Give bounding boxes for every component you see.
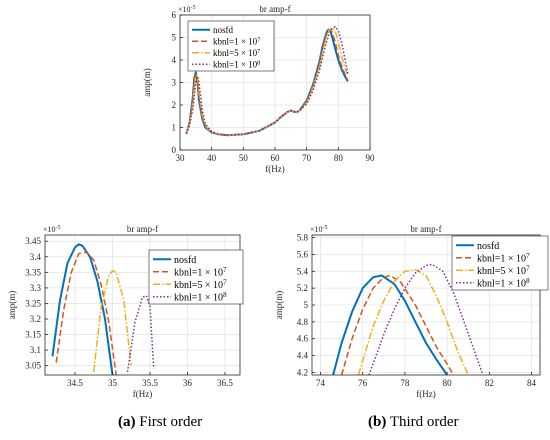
x-tick-label: 82 (485, 378, 494, 388)
y-tick-label: 3.1 (30, 345, 41, 355)
legend-label-3: kbnl=1 × 108 (477, 277, 530, 290)
series-line-1 (340, 274, 455, 375)
x-tick-label: 40 (207, 153, 217, 163)
caption-b-text: Third order (389, 414, 459, 430)
x-tick-label: 80 (334, 153, 344, 163)
x-tick-label: 35 (108, 378, 118, 388)
y-tick-label: 4.2 (297, 367, 308, 377)
caption-a-tag: (a) (118, 414, 136, 430)
legend-label-3: kbnl=1 × 108 (213, 59, 260, 69)
series-line-3 (185, 25, 349, 136)
y-tick-label: 3.15 (25, 330, 41, 340)
x-tick-label: 78 (400, 378, 410, 388)
caption-b-tag: (b) (368, 414, 387, 430)
caption-first-order: (a) First order (118, 414, 202, 431)
series-line-0 (51, 243, 114, 375)
y-tick-label: 3.45 (25, 236, 41, 246)
y-tick-label: 4.6 (297, 334, 309, 344)
y-tick-label: 5.4 (297, 266, 309, 276)
legend-label-2: kbnl=5 × 107 (213, 48, 260, 58)
y-tick-label: 6 (172, 10, 177, 20)
x-tick-label: 34.5 (67, 378, 83, 388)
x-tick-label: 84 (527, 378, 537, 388)
series-line-3 (126, 294, 155, 373)
x-axis-label: f(Hz) (133, 389, 153, 399)
legend-box (187, 20, 275, 72)
axes-box (44, 234, 241, 376)
y-tick-label: 4.8 (297, 317, 309, 327)
y-tick-label: 3.35 (25, 267, 41, 277)
chart-top: 30 40 50 60 70 80 90 0 1 2 3 4 5 6×10-5 br amp-f f(Hz) a… (142, 4, 375, 174)
y-tick-label: 0 (172, 145, 177, 155)
chart-title: br amp-f (259, 4, 290, 14)
chart-title: br amp-f (127, 224, 158, 234)
series-group (332, 263, 484, 375)
x-tick-label: 36.5 (217, 378, 233, 388)
caption-third-order: (b) Third order (368, 414, 459, 431)
y-tick-label: 3 (172, 78, 177, 88)
y-axis-label: amp(m) (7, 291, 17, 320)
legend-label-3: kbnl=1 × 108 (174, 291, 227, 304)
x-axis-label: f(Hz) (416, 389, 436, 399)
series-line-2 (357, 268, 469, 375)
y-tick-label: 4 (172, 55, 177, 65)
y-tick-label: 3.25 (25, 298, 41, 308)
series-group (185, 25, 349, 137)
legend-label-2: kbnl=5 × 107 (477, 264, 530, 277)
y-axis-label: amp(m) (274, 291, 284, 320)
y-exponent-label: ×10-5 (43, 225, 61, 234)
y-tick-label: 5.8 (297, 233, 309, 243)
y-tick-label: 3.05 (25, 361, 41, 371)
x-tick-label: 36 (183, 378, 193, 388)
x-tick-label: 80 (443, 378, 453, 388)
chart-first: 34.5 35 35.5 36 36.5 3.05 3.1 3.15 3.2 3.25 3.3 3.3… (7, 224, 244, 399)
y-exponent-label: ×10-5 (178, 5, 196, 14)
y-tick-label: 1 (172, 123, 177, 133)
legend-label-0: nosfd (477, 241, 499, 252)
y-tick-label: 5 (304, 300, 309, 310)
series-line-2 (92, 270, 132, 372)
legend-label-1: kbnl=1 × 107 (213, 36, 260, 46)
y-axis-label: amp(m) (142, 68, 152, 97)
y-tick-label: 2 (172, 100, 177, 110)
x-axis-label: f(Hz) (265, 164, 285, 174)
caption-a-text: First order (139, 414, 203, 430)
x-tick-label: 70 (302, 153, 312, 163)
y-tick-label: 5.6 (297, 249, 309, 259)
x-tick-label: 76 (358, 378, 368, 388)
legend-label-0: nosfd (174, 255, 196, 266)
chart-title: br amp-f (410, 224, 441, 234)
y-tick-label: 4.4 (297, 351, 309, 361)
x-tick-label: 50 (239, 153, 249, 163)
legend-label-1: kbnl=1 × 107 (174, 266, 227, 279)
x-tick-label: 35.5 (142, 378, 158, 388)
chart-third: 74 76 78 80 82 84 4.2 4.4 4.6 4.8 5 5.2 5.4 5.6 5.8×10… (274, 224, 549, 399)
legend-label-1: kbnl=1 × 107 (477, 252, 530, 265)
legend-label-0: nosfd (213, 25, 233, 35)
y-tick-label: 3.3 (30, 283, 42, 293)
x-tick-label: 74 (316, 378, 326, 388)
x-tick-label: 60 (271, 153, 281, 163)
y-tick-label: 5 (172, 33, 177, 43)
series-line-0 (332, 274, 448, 375)
legend-label-2: kbnl=5 × 107 (174, 278, 227, 291)
x-tick-label: 30 (176, 153, 186, 163)
y-tick-label: 5.2 (297, 283, 308, 293)
y-exponent-label: ×10-5 (310, 225, 328, 234)
series-group (51, 243, 155, 375)
y-tick-label: 3.2 (30, 314, 41, 324)
x-tick-label: 90 (366, 153, 376, 163)
series-line-1 (55, 251, 117, 375)
y-tick-label: 3.4 (30, 252, 42, 262)
